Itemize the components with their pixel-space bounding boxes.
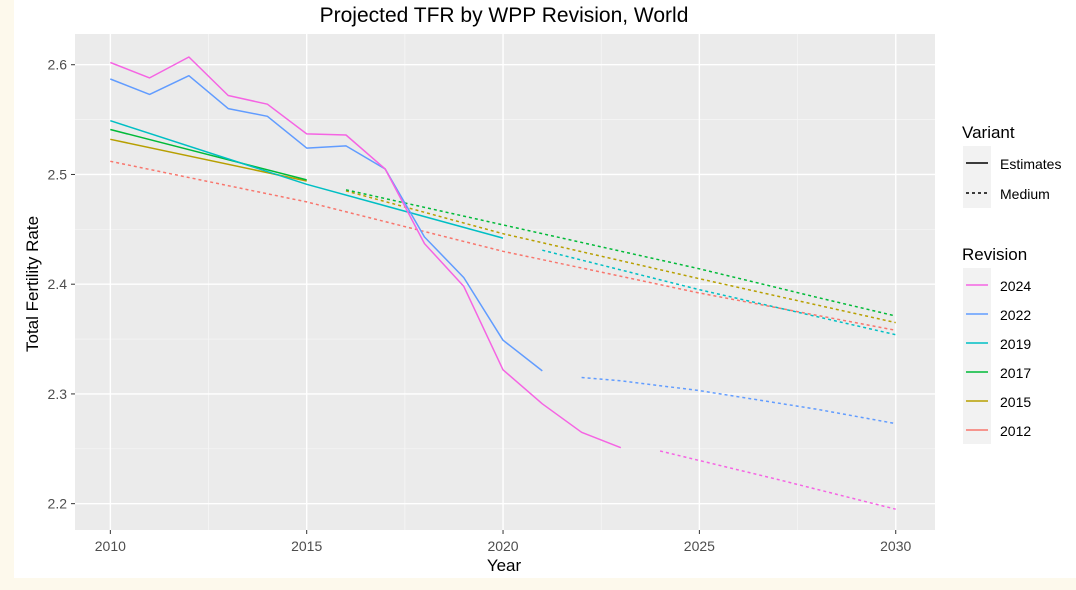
x-tick-label: 2025	[684, 538, 715, 554]
series-lines	[110, 56, 896, 510]
plot-panel	[75, 34, 935, 530]
y-tick-label: 2.3	[48, 386, 68, 402]
legend-label-medium: Medium	[1000, 186, 1050, 202]
legend-label-2019: 2019	[1000, 336, 1031, 352]
series-line-2019-estimates	[110, 119, 504, 239]
y-tick-label: 2.6	[48, 57, 68, 73]
series-line-2022-medium	[581, 376, 896, 425]
y-axis: 2.2 2.3 2.4 2.5 2.6	[48, 57, 75, 512]
x-tick-label: 2020	[487, 538, 518, 554]
x-tick-label: 2010	[95, 538, 126, 554]
legend-variant-title: Variant	[962, 123, 1015, 142]
y-tick-label: 2.5	[48, 166, 68, 182]
legend-label-estimates: Estimates	[1000, 156, 1061, 172]
series-line-2012-medium	[110, 160, 896, 332]
series-line-2019-medium	[542, 249, 896, 336]
x-axis-label: Year	[487, 556, 522, 575]
legend-label-2012: 2012	[1000, 423, 1031, 439]
y-tick-label: 2.4	[48, 276, 68, 292]
legend-label-2024: 2024	[1000, 278, 1031, 294]
chart-frame: Projected TFR by WPP Revision, World 201…	[14, 0, 1076, 578]
x-axis: 2010 2015 2020 2025 2030	[95, 530, 912, 554]
series-line-2024-medium	[659, 450, 896, 510]
series-line-2022-estimates	[110, 74, 543, 372]
legend-label-2015: 2015	[1000, 394, 1031, 410]
legend-revision: Revision 2024 2022 2019 2017 2015 2012	[962, 245, 1031, 444]
y-axis-label: Total Fertility Rate	[23, 216, 42, 352]
series-line-2017-estimates	[110, 128, 307, 181]
x-tick-label: 2030	[880, 538, 911, 554]
legend-variant-key-background	[963, 146, 991, 208]
legend-label-2017: 2017	[1000, 365, 1031, 381]
chart-title: Projected TFR by WPP Revision, World	[320, 4, 689, 27]
x-tick-label: 2015	[291, 538, 322, 554]
legend-revision-key-background	[963, 268, 991, 444]
chart-svg: Projected TFR by WPP Revision, World 201…	[23, 4, 1061, 575]
series-line-2015-medium	[345, 190, 896, 324]
grid-major	[75, 34, 935, 530]
series-line-2024-estimates	[110, 56, 622, 449]
y-tick-label: 2.2	[48, 496, 68, 512]
legend-variant: Variant Estimates Medium	[962, 123, 1061, 208]
legend-label-2022: 2022	[1000, 307, 1031, 323]
legend-revision-title: Revision	[962, 245, 1027, 264]
grid-minor	[75, 34, 935, 530]
series-line-2017-medium	[345, 189, 896, 317]
